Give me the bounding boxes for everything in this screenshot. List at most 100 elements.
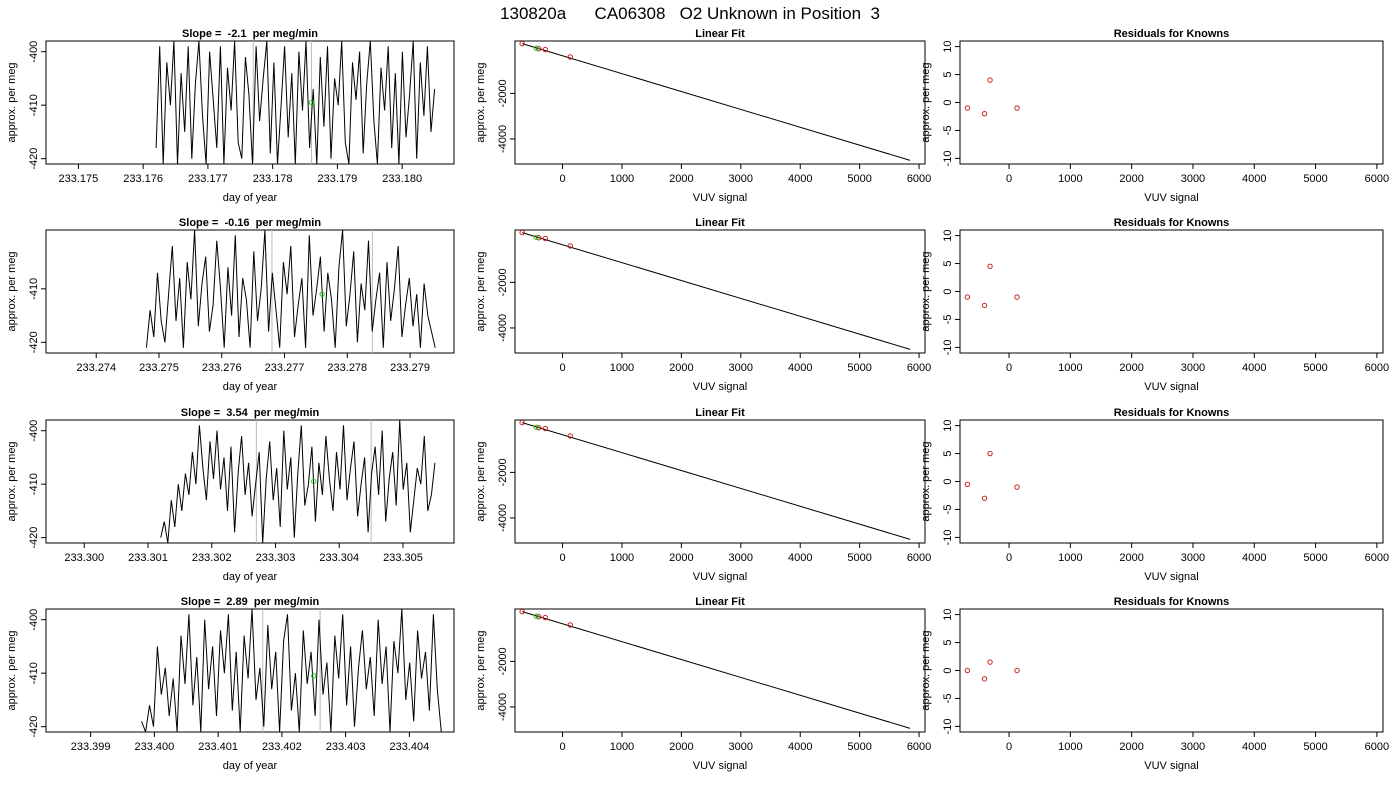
x-tick-label: 233.275 — [139, 362, 179, 374]
y-tick-label: -2000 — [497, 268, 509, 296]
chart-title: Linear Fit — [695, 217, 745, 229]
residual-point — [964, 105, 971, 111]
x-tick-label: 1000 — [1058, 741, 1082, 753]
known-point — [536, 425, 542, 431]
x-tick-label: 4000 — [788, 173, 812, 185]
plot-frame — [514, 608, 926, 733]
y-tick-label: -4000 — [497, 504, 509, 532]
y-tick-label: -2000 — [497, 79, 509, 107]
y-tick-label: -400 — [28, 420, 40, 442]
y-tick-label: -5 — [942, 126, 954, 136]
fit-line — [521, 232, 911, 350]
x-tick-label: 3000 — [1181, 173, 1205, 185]
y-tick-label: -410 — [28, 94, 40, 116]
x-tick-label: 4000 — [1242, 552, 1266, 564]
chart-title: Linear Fit — [695, 407, 745, 419]
y-axis-label: approx. per meg — [6, 441, 18, 521]
x-tick-label: 233.403 — [326, 741, 366, 753]
x-tick-label: 5000 — [847, 173, 871, 185]
x-tick-label: 233.177 — [188, 173, 228, 185]
known-point — [567, 243, 573, 249]
chart-panel: Linear Fit 0 1000 2000 3000 4000 5000 6000 -2000… — [475, 407, 931, 583]
y-axis-label: approx. per meg — [475, 62, 487, 142]
x-tick-label: 5000 — [1303, 173, 1327, 185]
x-tick-label: 233.401 — [198, 741, 238, 753]
chart-title: Residuals for Knowns — [1114, 596, 1230, 608]
x-tick-label: 233.276 — [202, 362, 242, 374]
chart-title: Slope = 2.89 per meg/min — [181, 596, 320, 608]
y-tick-label: 5 — [942, 450, 954, 456]
residual-point — [987, 659, 993, 665]
x-axis-label: VUV signal — [693, 192, 747, 204]
known-point — [519, 420, 525, 426]
plot-frame — [514, 40, 926, 165]
page-title: 130820a CA06308 O2 Unknown in Position 3 — [500, 4, 880, 23]
x-tick-label: 3000 — [729, 173, 753, 185]
x-tick-label: 5000 — [847, 362, 871, 374]
chart-panel: Linear Fit 0 1000 2000 3000 4000 5000 6000 -2000… — [475, 28, 931, 204]
chart-panel: Slope = 3.54 per meg/min 233.300 233.301 23… — [6, 407, 455, 583]
x-tick-label: 0 — [559, 741, 565, 753]
x-tick-label: 1000 — [610, 552, 634, 564]
x-tick-label: 233.305 — [383, 552, 423, 564]
unknown-point — [533, 424, 540, 430]
x-tick-label: 233.302 — [192, 552, 232, 564]
residual-point — [981, 676, 988, 682]
x-tick-label: 233.274 — [76, 362, 116, 374]
x-axis-label: day of year — [223, 571, 278, 583]
residual-point — [981, 302, 988, 309]
x-tick-label: 1000 — [610, 362, 634, 374]
fit-line — [521, 611, 911, 729]
x-tick-label: 4000 — [788, 362, 812, 374]
residual-point — [981, 495, 988, 501]
x-axis-label: VUV signal — [693, 760, 747, 772]
residual-point — [1014, 294, 1020, 300]
x-axis-label: day of year — [223, 192, 278, 204]
known-point — [567, 54, 573, 60]
y-tick-label: -10 — [942, 529, 954, 545]
x-tick-label: 3000 — [729, 362, 753, 374]
residual-point — [964, 667, 971, 674]
plot-area — [964, 659, 1020, 682]
plot-area — [519, 230, 911, 350]
x-tick-label: 233.399 — [71, 741, 111, 753]
known-point — [519, 41, 525, 47]
known-point — [519, 230, 525, 236]
x-axis-label: VUV signal — [1144, 192, 1198, 204]
residual-point — [981, 110, 988, 117]
x-tick-label: 4000 — [788, 552, 812, 564]
chart-panel: Slope = -0.16 per meg/min 233.274 233.275 2… — [6, 217, 455, 393]
chart-title: Slope = -2.1 per meg/min — [182, 28, 318, 40]
x-tick-label: 0 — [559, 173, 565, 185]
residual-point — [987, 450, 993, 457]
x-tick-label: 6000 — [1365, 741, 1389, 753]
x-tick-label: 2000 — [669, 741, 693, 753]
x-tick-label: 6000 — [907, 362, 931, 374]
x-tick-label: 233.404 — [389, 741, 429, 753]
chart-title: Residuals for Knowns — [1114, 407, 1230, 419]
x-tick-label: 5000 — [847, 741, 871, 753]
known-point — [542, 614, 549, 621]
x-tick-label: 233.175 — [58, 173, 98, 185]
y-tick-label: -420 — [28, 716, 40, 738]
x-tick-label: 233.176 — [123, 173, 163, 185]
plot-area — [155, 41, 436, 164]
plot-frame — [514, 229, 926, 354]
chart-title: Slope = 3.54 per meg/min — [181, 407, 320, 419]
y-tick-label: 10 — [942, 419, 954, 431]
y-tick-label: 0 — [942, 667, 954, 673]
y-tick-label: -4000 — [497, 125, 509, 153]
y-tick-label: 10 — [942, 40, 954, 52]
residual-point — [987, 263, 993, 270]
unknown-point — [311, 478, 317, 485]
x-tick-label: 233.279 — [390, 362, 430, 374]
x-tick-label: 2000 — [1119, 173, 1143, 185]
x-tick-label: 1000 — [610, 173, 634, 185]
chart-panel: Residuals for Knowns 0 1000 2000 3000 4000 500… — [920, 217, 1389, 393]
plot-area — [964, 77, 1020, 117]
plot-frame — [45, 419, 455, 544]
known-point — [567, 433, 573, 439]
chart-panel: Linear Fit 0 1000 2000 3000 4000 5000 6000 -2000… — [475, 217, 931, 393]
y-tick-label: -400 — [28, 41, 40, 63]
